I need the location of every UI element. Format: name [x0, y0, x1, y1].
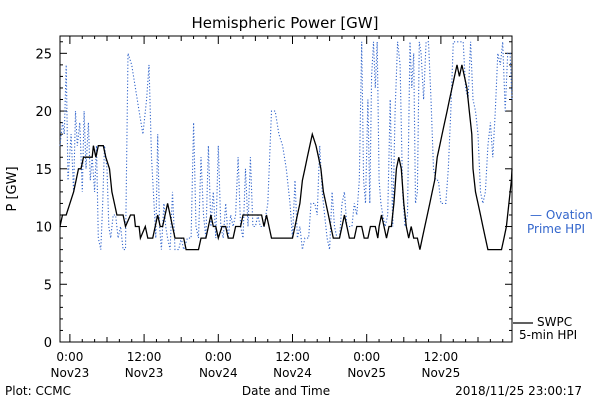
legend-ovation: — Ovation Prime HPI: [527, 208, 593, 236]
x-tick-label-date: Nov25: [347, 366, 386, 380]
x-tick-label-time: 0:00: [205, 350, 232, 364]
x-tick-label-time: 12:00: [127, 350, 162, 364]
y-tick-label: 20: [35, 105, 52, 120]
legend-swpc: SWPC 5-min HPI: [513, 315, 577, 342]
x-tick-label-time: 12:00: [275, 350, 310, 364]
y-axis-label: P [GW]: [5, 166, 20, 211]
legend-ovation-line2: Prime HPI: [527, 222, 585, 236]
legend-ovation-line1: — Ovation: [530, 208, 593, 222]
series-line-swpc: [59, 64, 513, 251]
x-tick-label-time: 0:00: [353, 350, 380, 364]
x-axis: 0:00 Nov23 12:00 Nov23 0:00 Nov24 12:00 Nov24 0:…: [51, 36, 504, 380]
x-tick-label-date: Nov23: [51, 366, 90, 380]
x-tick-label-time: 12:00: [424, 350, 459, 364]
series-layer: [59, 41, 513, 252]
legend-swpc-line1: SWPC: [537, 315, 572, 329]
footer-timestamp: 2018/11/25 23:00:17: [455, 384, 582, 398]
x-tick-label-date: Nov24: [273, 366, 312, 380]
chart-title: Hemispheric Power [GW]: [192, 14, 379, 32]
plot-frame: [59, 35, 513, 343]
y-tick-label: 10: [35, 221, 52, 236]
x-tick-label-date: Nov25: [422, 366, 461, 380]
y-tick-label: 5: [44, 278, 52, 293]
footer-source: Plot: CCMC: [5, 384, 71, 398]
y-tick-label: 25: [35, 47, 52, 62]
x-tick-label-date: Nov23: [125, 366, 164, 380]
series-line-ovation: [59, 41, 513, 252]
legend-swpc-line2: 5-min HPI: [519, 328, 577, 342]
x-axis-label: Date and Time: [242, 384, 330, 398]
y-axis: 0 5 10 15 20 25: [35, 41, 512, 351]
y-tick-label: 0: [44, 336, 52, 351]
x-tick-label-date: Nov24: [199, 366, 238, 380]
y-tick-label: 15: [35, 163, 52, 178]
x-tick-label-time: 0:00: [56, 350, 83, 364]
